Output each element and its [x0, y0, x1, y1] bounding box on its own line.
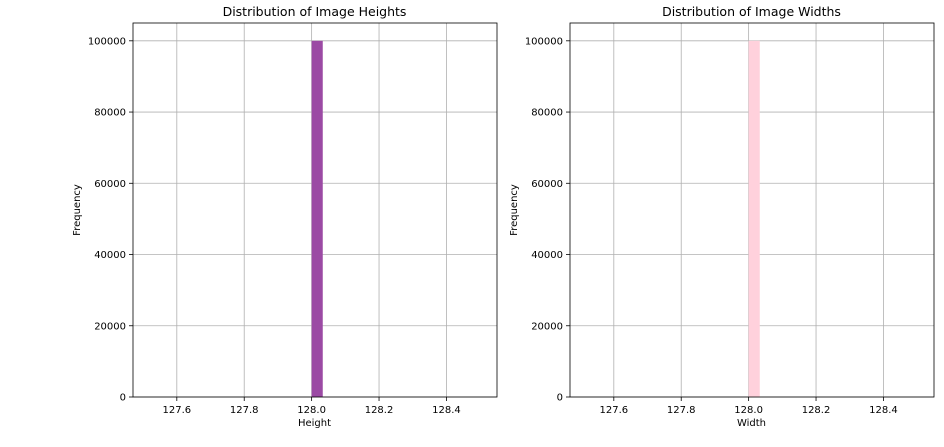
- bars: [311, 40, 323, 398]
- y-axis-label: Frequency: [72, 184, 83, 236]
- y-tick-label: 100000: [525, 36, 563, 47]
- y-tick-label: 80000: [531, 108, 563, 119]
- y-tick-label: 40000: [94, 250, 126, 261]
- x-tick-label: 128.4: [869, 405, 898, 416]
- y-ticks: 0 20000 40000 60000 80000 100000: [525, 36, 570, 404]
- y-tick-label: 0: [120, 393, 126, 404]
- chart-title: Distribution of Image Heights: [223, 4, 407, 19]
- y-tick-label: 60000: [94, 179, 126, 190]
- x-tick-label: 127.6: [162, 405, 191, 416]
- bars: [748, 40, 760, 398]
- x-tick-label: 128.0: [297, 405, 326, 416]
- x-axis-label: Height: [298, 418, 331, 429]
- y-tick-label: 20000: [531, 321, 563, 332]
- x-tick-label: 127.8: [230, 405, 259, 416]
- x-axis-label: Width: [737, 418, 766, 429]
- y-tick-label: 80000: [94, 108, 126, 119]
- x-tick-label: 127.6: [599, 405, 628, 416]
- y-tick-label: 40000: [531, 250, 563, 261]
- histogram-bar: [311, 40, 323, 398]
- x-tick-label: 128.4: [432, 405, 461, 416]
- heights-histogram: Distribution of Image Heights 127.6 127.8…: [72, 4, 498, 429]
- plot-frame: [569, 22, 935, 398]
- y-tick-label: 100000: [88, 36, 126, 47]
- chart-title: Distribution of Image Widths: [662, 4, 841, 19]
- y-tick-label: 0: [557, 393, 563, 404]
- plot-frame: [132, 22, 498, 398]
- x-tick-label: 128.2: [802, 405, 831, 416]
- y-ticks: 0 20000 40000 60000 80000 100000: [88, 36, 133, 404]
- y-tick-label: 60000: [531, 179, 563, 190]
- x-ticks: 127.6 127.8 128.0 128.2 128.4: [599, 397, 898, 416]
- y-axis-label: Frequency: [509, 184, 520, 236]
- x-tick-label: 128.0: [734, 405, 763, 416]
- x-ticks: 127.6 127.8 128.0 128.2 128.4: [162, 397, 461, 416]
- widths-histogram: Distribution of Image Widths 127.6 127.8 1…: [509, 4, 935, 429]
- y-tick-label: 20000: [94, 321, 126, 332]
- x-tick-label: 127.8: [667, 405, 696, 416]
- x-tick-label: 128.2: [365, 405, 394, 416]
- histogram-bar: [748, 40, 760, 398]
